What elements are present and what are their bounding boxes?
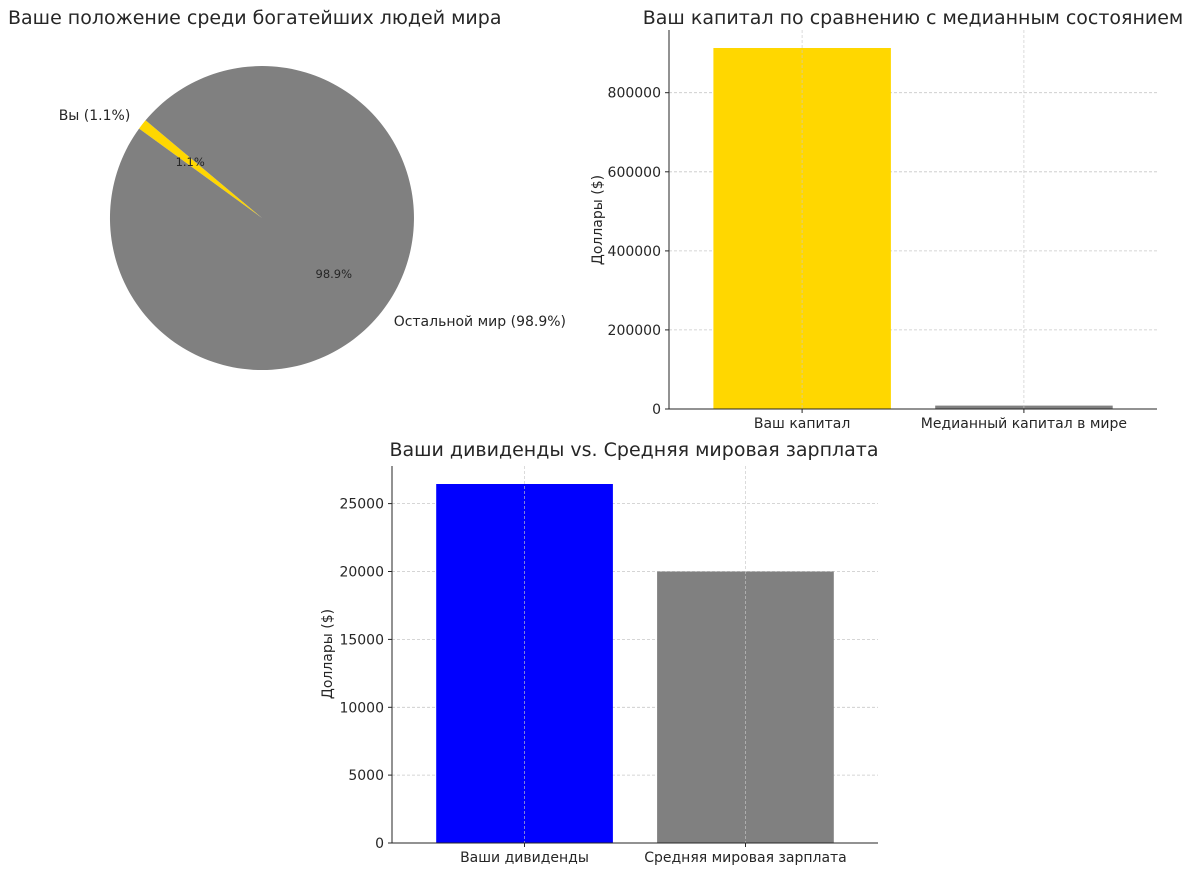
dividends-comparison-bar-chart: Ваши дивиденды vs. Средняя мировая зарпл… bbox=[320, 439, 879, 866]
pie-slice-2 bbox=[109, 66, 414, 371]
y-tick-label: 25000 bbox=[339, 497, 384, 513]
pie-label-1: Вы (1.1%) bbox=[59, 108, 131, 124]
dividends-chart-title: Ваши дивиденды vs. Средняя мировая зарпл… bbox=[389, 439, 878, 461]
pie-percent-label-1: 1.1% bbox=[176, 155, 205, 169]
capital-comparison-bar-chart: Ваш капитал по сравнению с медианным сос… bbox=[590, 7, 1183, 432]
y-tick-label: 15000 bbox=[339, 632, 384, 648]
x-tick-label-средняя-мировая-зарплата: Средняя мировая зарплата bbox=[644, 850, 847, 866]
y-tick-label: 600000 bbox=[608, 165, 661, 181]
dividends-chart-y-axis-label: Доллары ($) bbox=[320, 609, 336, 699]
x-tick-label-медианный-капитал-в-мире: Медианный капитал в мире bbox=[921, 416, 1127, 432]
y-tick-label: 400000 bbox=[608, 244, 661, 260]
pie-percent-label-2: 98.9% bbox=[316, 267, 353, 281]
y-tick-label: 800000 bbox=[608, 86, 661, 102]
x-tick-label-ваши-дивиденды: Ваши дивиденды bbox=[460, 850, 589, 866]
pie-label-2: Остальной мир (98.9%) bbox=[394, 314, 566, 330]
pie-chart-title: Ваше положение среди богатейших людей ми… bbox=[8, 7, 501, 29]
y-tick-label: 10000 bbox=[339, 700, 384, 716]
pie-slice-1 bbox=[139, 120, 262, 218]
y-tick-label: 20000 bbox=[339, 565, 384, 581]
y-tick-label: 0 bbox=[375, 836, 384, 852]
bar-ваш-капитал bbox=[713, 48, 891, 409]
wealth-position-pie-chart: Ваше положение среди богатейших людей ми… bbox=[8, 7, 566, 371]
y-tick-label: 200000 bbox=[608, 323, 661, 339]
x-tick-label-ваш-капитал: Ваш капитал bbox=[754, 416, 850, 432]
capital-chart-y-axis-label: Доллары ($) bbox=[590, 175, 606, 265]
y-tick-label: 5000 bbox=[348, 768, 384, 784]
capital-chart-title: Ваш капитал по сравнению с медианным сос… bbox=[643, 7, 1184, 29]
y-tick-label: 0 bbox=[652, 402, 661, 418]
